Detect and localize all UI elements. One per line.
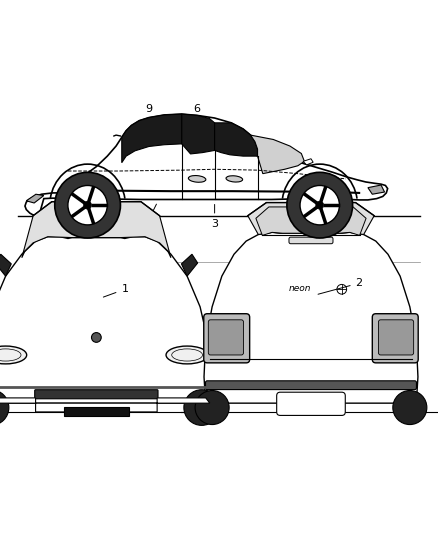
FancyBboxPatch shape (35, 390, 158, 399)
FancyBboxPatch shape (205, 381, 417, 390)
Polygon shape (181, 254, 198, 276)
Circle shape (300, 185, 339, 225)
FancyBboxPatch shape (208, 320, 244, 355)
FancyBboxPatch shape (289, 237, 333, 244)
Circle shape (0, 390, 9, 425)
Polygon shape (251, 135, 304, 174)
Circle shape (287, 172, 353, 238)
Circle shape (92, 333, 101, 342)
Text: 4: 4 (143, 204, 156, 229)
Polygon shape (0, 398, 210, 412)
Polygon shape (25, 114, 388, 215)
Circle shape (84, 201, 92, 209)
FancyBboxPatch shape (378, 320, 413, 355)
Circle shape (316, 201, 324, 209)
FancyBboxPatch shape (64, 407, 129, 416)
Ellipse shape (166, 346, 208, 364)
Polygon shape (248, 203, 374, 235)
Polygon shape (0, 237, 212, 403)
Polygon shape (0, 254, 11, 276)
Text: 9: 9 (145, 104, 160, 122)
Ellipse shape (226, 176, 243, 182)
Polygon shape (303, 159, 313, 165)
Polygon shape (26, 194, 44, 203)
Polygon shape (204, 232, 418, 403)
Polygon shape (182, 114, 215, 154)
Text: 6: 6 (190, 104, 201, 120)
Circle shape (55, 172, 120, 238)
Polygon shape (368, 185, 385, 194)
Circle shape (195, 391, 229, 425)
Polygon shape (22, 201, 171, 258)
Circle shape (184, 390, 219, 425)
Ellipse shape (188, 175, 206, 182)
Ellipse shape (0, 346, 27, 364)
Circle shape (68, 185, 107, 225)
FancyBboxPatch shape (372, 314, 418, 363)
Polygon shape (215, 123, 258, 156)
Text: 5: 5 (91, 204, 112, 229)
FancyBboxPatch shape (204, 314, 250, 363)
Text: 2: 2 (318, 278, 363, 294)
Text: 3: 3 (211, 205, 218, 229)
Polygon shape (122, 114, 182, 163)
Text: neon: neon (288, 285, 311, 294)
Text: 1: 1 (103, 284, 128, 297)
FancyBboxPatch shape (277, 392, 345, 415)
Circle shape (393, 391, 427, 425)
Polygon shape (256, 207, 366, 236)
